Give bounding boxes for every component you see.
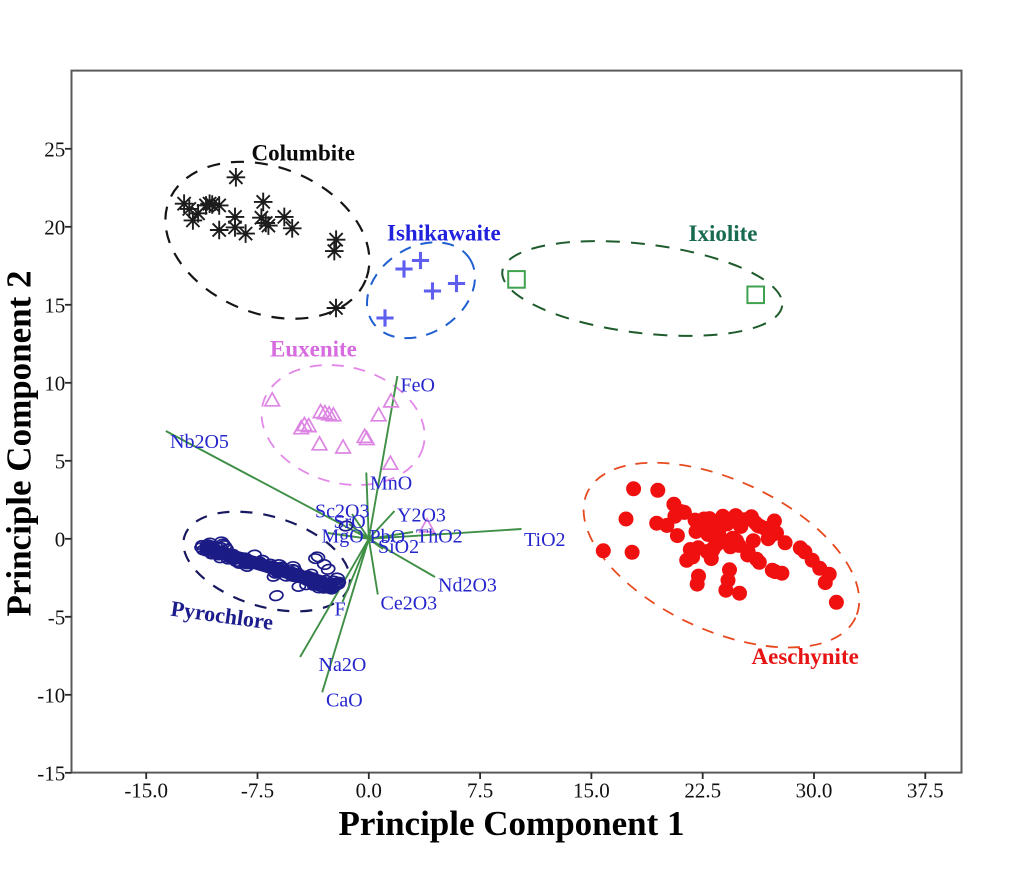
svg-text:SiO2: SiO2 bbox=[378, 536, 419, 558]
svg-text:Principle Component 2: Principle Component 2 bbox=[0, 270, 39, 616]
svg-text:7.5: 7.5 bbox=[467, 779, 493, 803]
svg-text:22.5: 22.5 bbox=[684, 779, 721, 803]
svg-text:Principle Component 1: Principle Component 1 bbox=[338, 804, 684, 843]
svg-text:37.5: 37.5 bbox=[907, 779, 944, 803]
svg-text:30.0: 30.0 bbox=[796, 779, 833, 803]
svg-text:0: 0 bbox=[55, 528, 66, 552]
svg-text:Columbite: Columbite bbox=[252, 140, 356, 165]
svg-text:PbO: PbO bbox=[370, 526, 406, 548]
svg-text:Ixiolite: Ixiolite bbox=[689, 221, 758, 246]
svg-text:Aeschynite: Aeschynite bbox=[752, 644, 859, 669]
svg-text:CaO: CaO bbox=[326, 690, 363, 712]
svg-text:MnO: MnO bbox=[370, 473, 412, 495]
svg-text:-10: -10 bbox=[37, 684, 65, 708]
svg-text:0.0: 0.0 bbox=[356, 779, 382, 803]
svg-text:10: 10 bbox=[44, 372, 65, 396]
svg-text:ThO2: ThO2 bbox=[416, 526, 463, 548]
svg-text:Na2O: Na2O bbox=[319, 654, 367, 676]
svg-text:F: F bbox=[335, 599, 346, 621]
svg-text:Nb2O5: Nb2O5 bbox=[170, 431, 229, 453]
svg-text:Sc2O3: Sc2O3 bbox=[315, 501, 369, 523]
svg-text:-15.0: -15.0 bbox=[124, 779, 168, 803]
svg-text:25: 25 bbox=[44, 138, 65, 162]
svg-text:Euxenite: Euxenite bbox=[270, 337, 357, 362]
svg-text:Ce2O3: Ce2O3 bbox=[381, 593, 438, 615]
svg-text:15: 15 bbox=[44, 294, 65, 318]
svg-text:SrO: SrO bbox=[334, 511, 366, 533]
svg-text:TiO2: TiO2 bbox=[524, 529, 566, 551]
svg-text:Nd2O3: Nd2O3 bbox=[438, 575, 497, 597]
svg-text:-15: -15 bbox=[37, 762, 65, 786]
svg-text:Ishikawaite: Ishikawaite bbox=[387, 221, 501, 246]
svg-text:FeO: FeO bbox=[401, 374, 435, 396]
svg-text:15.0: 15.0 bbox=[573, 779, 610, 803]
svg-text:20: 20 bbox=[44, 216, 65, 240]
svg-text:MgO: MgO bbox=[322, 526, 364, 548]
svg-text:Y2O3: Y2O3 bbox=[397, 505, 446, 527]
svg-text:-7.5: -7.5 bbox=[241, 779, 274, 803]
svg-text:5: 5 bbox=[55, 450, 66, 474]
svg-text:-5: -5 bbox=[48, 606, 66, 630]
